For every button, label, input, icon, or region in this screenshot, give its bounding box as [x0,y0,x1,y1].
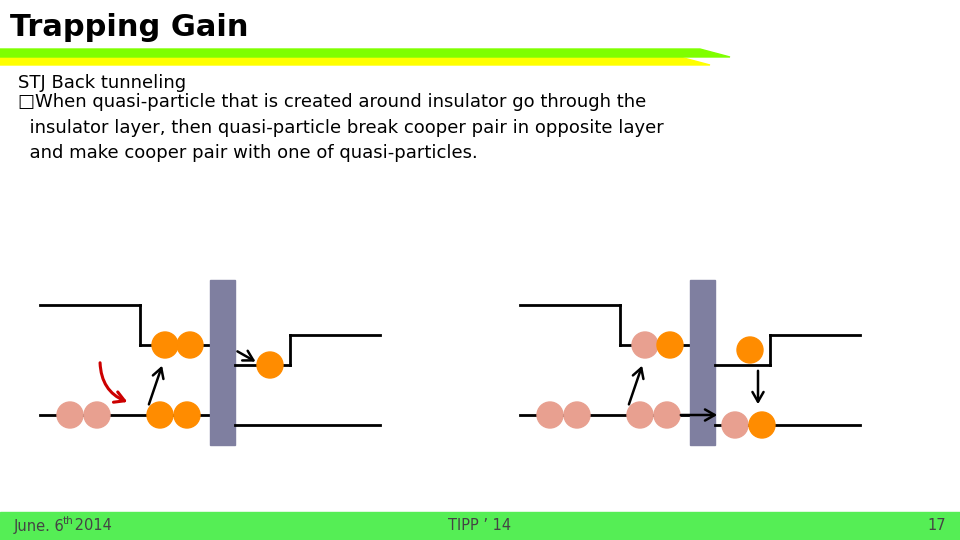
Text: TIPP ’ 14: TIPP ’ 14 [448,518,512,534]
Circle shape [749,412,775,438]
Circle shape [654,402,680,428]
Circle shape [632,332,658,358]
Text: 2014: 2014 [70,518,112,534]
FancyArrowPatch shape [681,409,714,421]
Circle shape [174,402,200,428]
Bar [0,512,960,540]
Bar [690,280,715,445]
FancyArrowPatch shape [237,351,253,360]
Text: Trapping Gain: Trapping Gain [10,13,249,42]
Circle shape [57,402,83,428]
FancyArrowPatch shape [100,363,125,402]
Text: □When quasi-particle that is created around insulator go through the
  insulator: □When quasi-particle that is created aro… [18,93,663,163]
Text: th: th [63,516,74,526]
Polygon shape [0,49,730,57]
FancyArrowPatch shape [753,371,763,402]
Text: June. 6: June. 6 [14,518,64,534]
Circle shape [152,332,178,358]
Circle shape [737,337,763,363]
Circle shape [257,352,283,378]
Circle shape [84,402,110,428]
Circle shape [657,332,683,358]
Text: 17: 17 [927,518,946,534]
Circle shape [722,412,748,438]
FancyArrowPatch shape [149,368,163,404]
Text: STJ Back tunneling: STJ Back tunneling [18,74,186,92]
Circle shape [537,402,563,428]
Circle shape [627,402,653,428]
FancyArrowPatch shape [629,368,643,404]
Circle shape [177,332,203,358]
Polygon shape [0,57,710,65]
Bar [210,280,235,445]
Circle shape [564,402,590,428]
Circle shape [147,402,173,428]
